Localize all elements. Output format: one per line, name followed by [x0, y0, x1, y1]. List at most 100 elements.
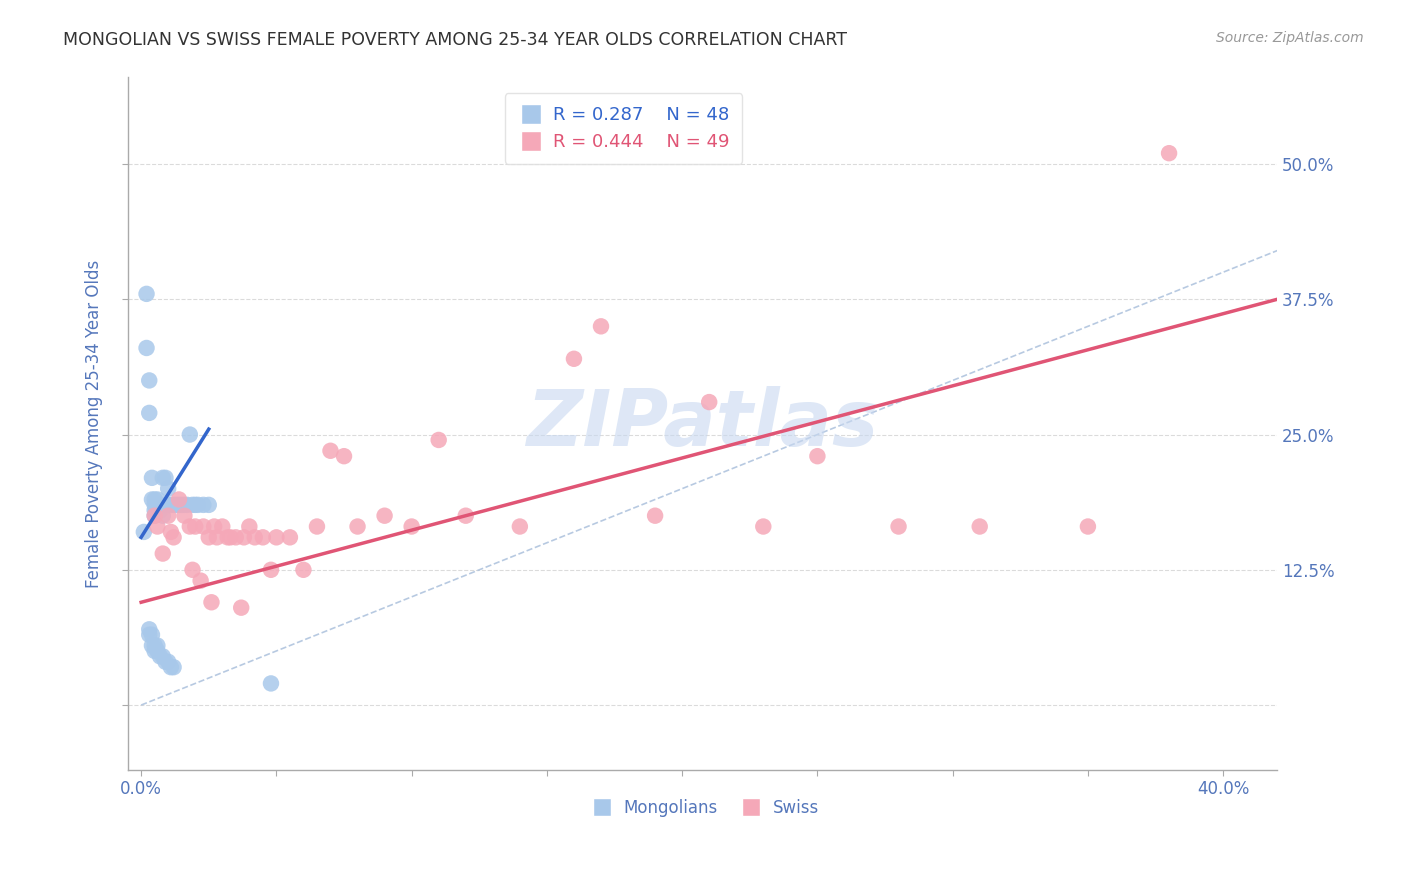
Point — [167, 498, 190, 512]
Point — [252, 530, 274, 544]
Text: ZIPatlas: ZIPatlas — [526, 385, 879, 462]
Point — [333, 449, 356, 463]
Point — [149, 649, 172, 664]
Point — [143, 508, 166, 523]
Point — [190, 574, 212, 588]
Point — [644, 508, 666, 523]
Point — [217, 530, 239, 544]
Point — [141, 639, 163, 653]
Point — [562, 351, 585, 366]
Text: Source: ZipAtlas.com: Source: ZipAtlas.com — [1216, 31, 1364, 45]
Point — [179, 427, 201, 442]
Point — [155, 655, 177, 669]
Point — [219, 530, 242, 544]
Text: MONGOLIAN VS SWISS FEMALE POVERTY AMONG 25-34 YEAR OLDS CORRELATION CHART: MONGOLIAN VS SWISS FEMALE POVERTY AMONG … — [63, 31, 848, 49]
Point — [146, 498, 169, 512]
Point — [132, 524, 155, 539]
Point — [146, 644, 169, 658]
Point — [143, 639, 166, 653]
Point — [152, 547, 174, 561]
Point — [141, 628, 163, 642]
Point — [243, 530, 266, 544]
Legend: Mongolians, Swiss: Mongolians, Swiss — [579, 793, 825, 824]
Point — [197, 530, 219, 544]
Point — [173, 498, 195, 512]
Point — [173, 508, 195, 523]
Point — [752, 519, 775, 533]
Point — [160, 524, 183, 539]
Point — [143, 644, 166, 658]
Point — [887, 519, 910, 533]
Point — [146, 639, 169, 653]
Point — [260, 676, 283, 690]
Point — [231, 600, 253, 615]
Point — [589, 319, 612, 334]
Point — [162, 660, 184, 674]
Point — [200, 595, 222, 609]
Point — [165, 498, 187, 512]
Point — [162, 498, 184, 512]
Point — [202, 519, 225, 533]
Point — [509, 519, 531, 533]
Point — [238, 519, 260, 533]
Point — [135, 286, 157, 301]
Point — [143, 503, 166, 517]
Point — [176, 498, 198, 512]
Point — [143, 508, 166, 523]
Point — [278, 530, 301, 544]
Point — [157, 498, 180, 512]
Point — [138, 406, 160, 420]
Point — [157, 508, 180, 523]
Point — [427, 433, 450, 447]
Point — [266, 530, 288, 544]
Point — [205, 530, 228, 544]
Point — [969, 519, 991, 533]
Point — [292, 563, 315, 577]
Point — [806, 449, 828, 463]
Point — [141, 471, 163, 485]
Point — [146, 519, 169, 533]
Point — [184, 498, 207, 512]
Point — [187, 498, 209, 512]
Point — [160, 660, 183, 674]
Point — [157, 655, 180, 669]
Point — [155, 471, 177, 485]
Point — [143, 492, 166, 507]
Point — [181, 498, 204, 512]
Point — [135, 341, 157, 355]
Point — [193, 498, 215, 512]
Y-axis label: Female Poverty Among 25-34 Year Olds: Female Poverty Among 25-34 Year Olds — [86, 260, 103, 588]
Point — [346, 519, 368, 533]
Point — [225, 530, 247, 544]
Point — [138, 373, 160, 387]
Point — [170, 498, 193, 512]
Point — [152, 649, 174, 664]
Point — [232, 530, 254, 544]
Point — [149, 503, 172, 517]
Point — [211, 519, 233, 533]
Point — [167, 492, 190, 507]
Point — [305, 519, 328, 533]
Point — [374, 508, 396, 523]
Point — [1157, 146, 1180, 161]
Point — [138, 623, 160, 637]
Point — [179, 519, 201, 533]
Point — [1077, 519, 1099, 533]
Point — [181, 563, 204, 577]
Point — [454, 508, 477, 523]
Point — [193, 519, 215, 533]
Point — [401, 519, 423, 533]
Point — [160, 498, 183, 512]
Point — [141, 492, 163, 507]
Point — [138, 628, 160, 642]
Point — [197, 498, 219, 512]
Point — [152, 471, 174, 485]
Point — [319, 443, 342, 458]
Point — [146, 492, 169, 507]
Point — [143, 498, 166, 512]
Point — [152, 508, 174, 523]
Point — [157, 482, 180, 496]
Point — [149, 498, 172, 512]
Point — [697, 395, 720, 409]
Point — [260, 563, 283, 577]
